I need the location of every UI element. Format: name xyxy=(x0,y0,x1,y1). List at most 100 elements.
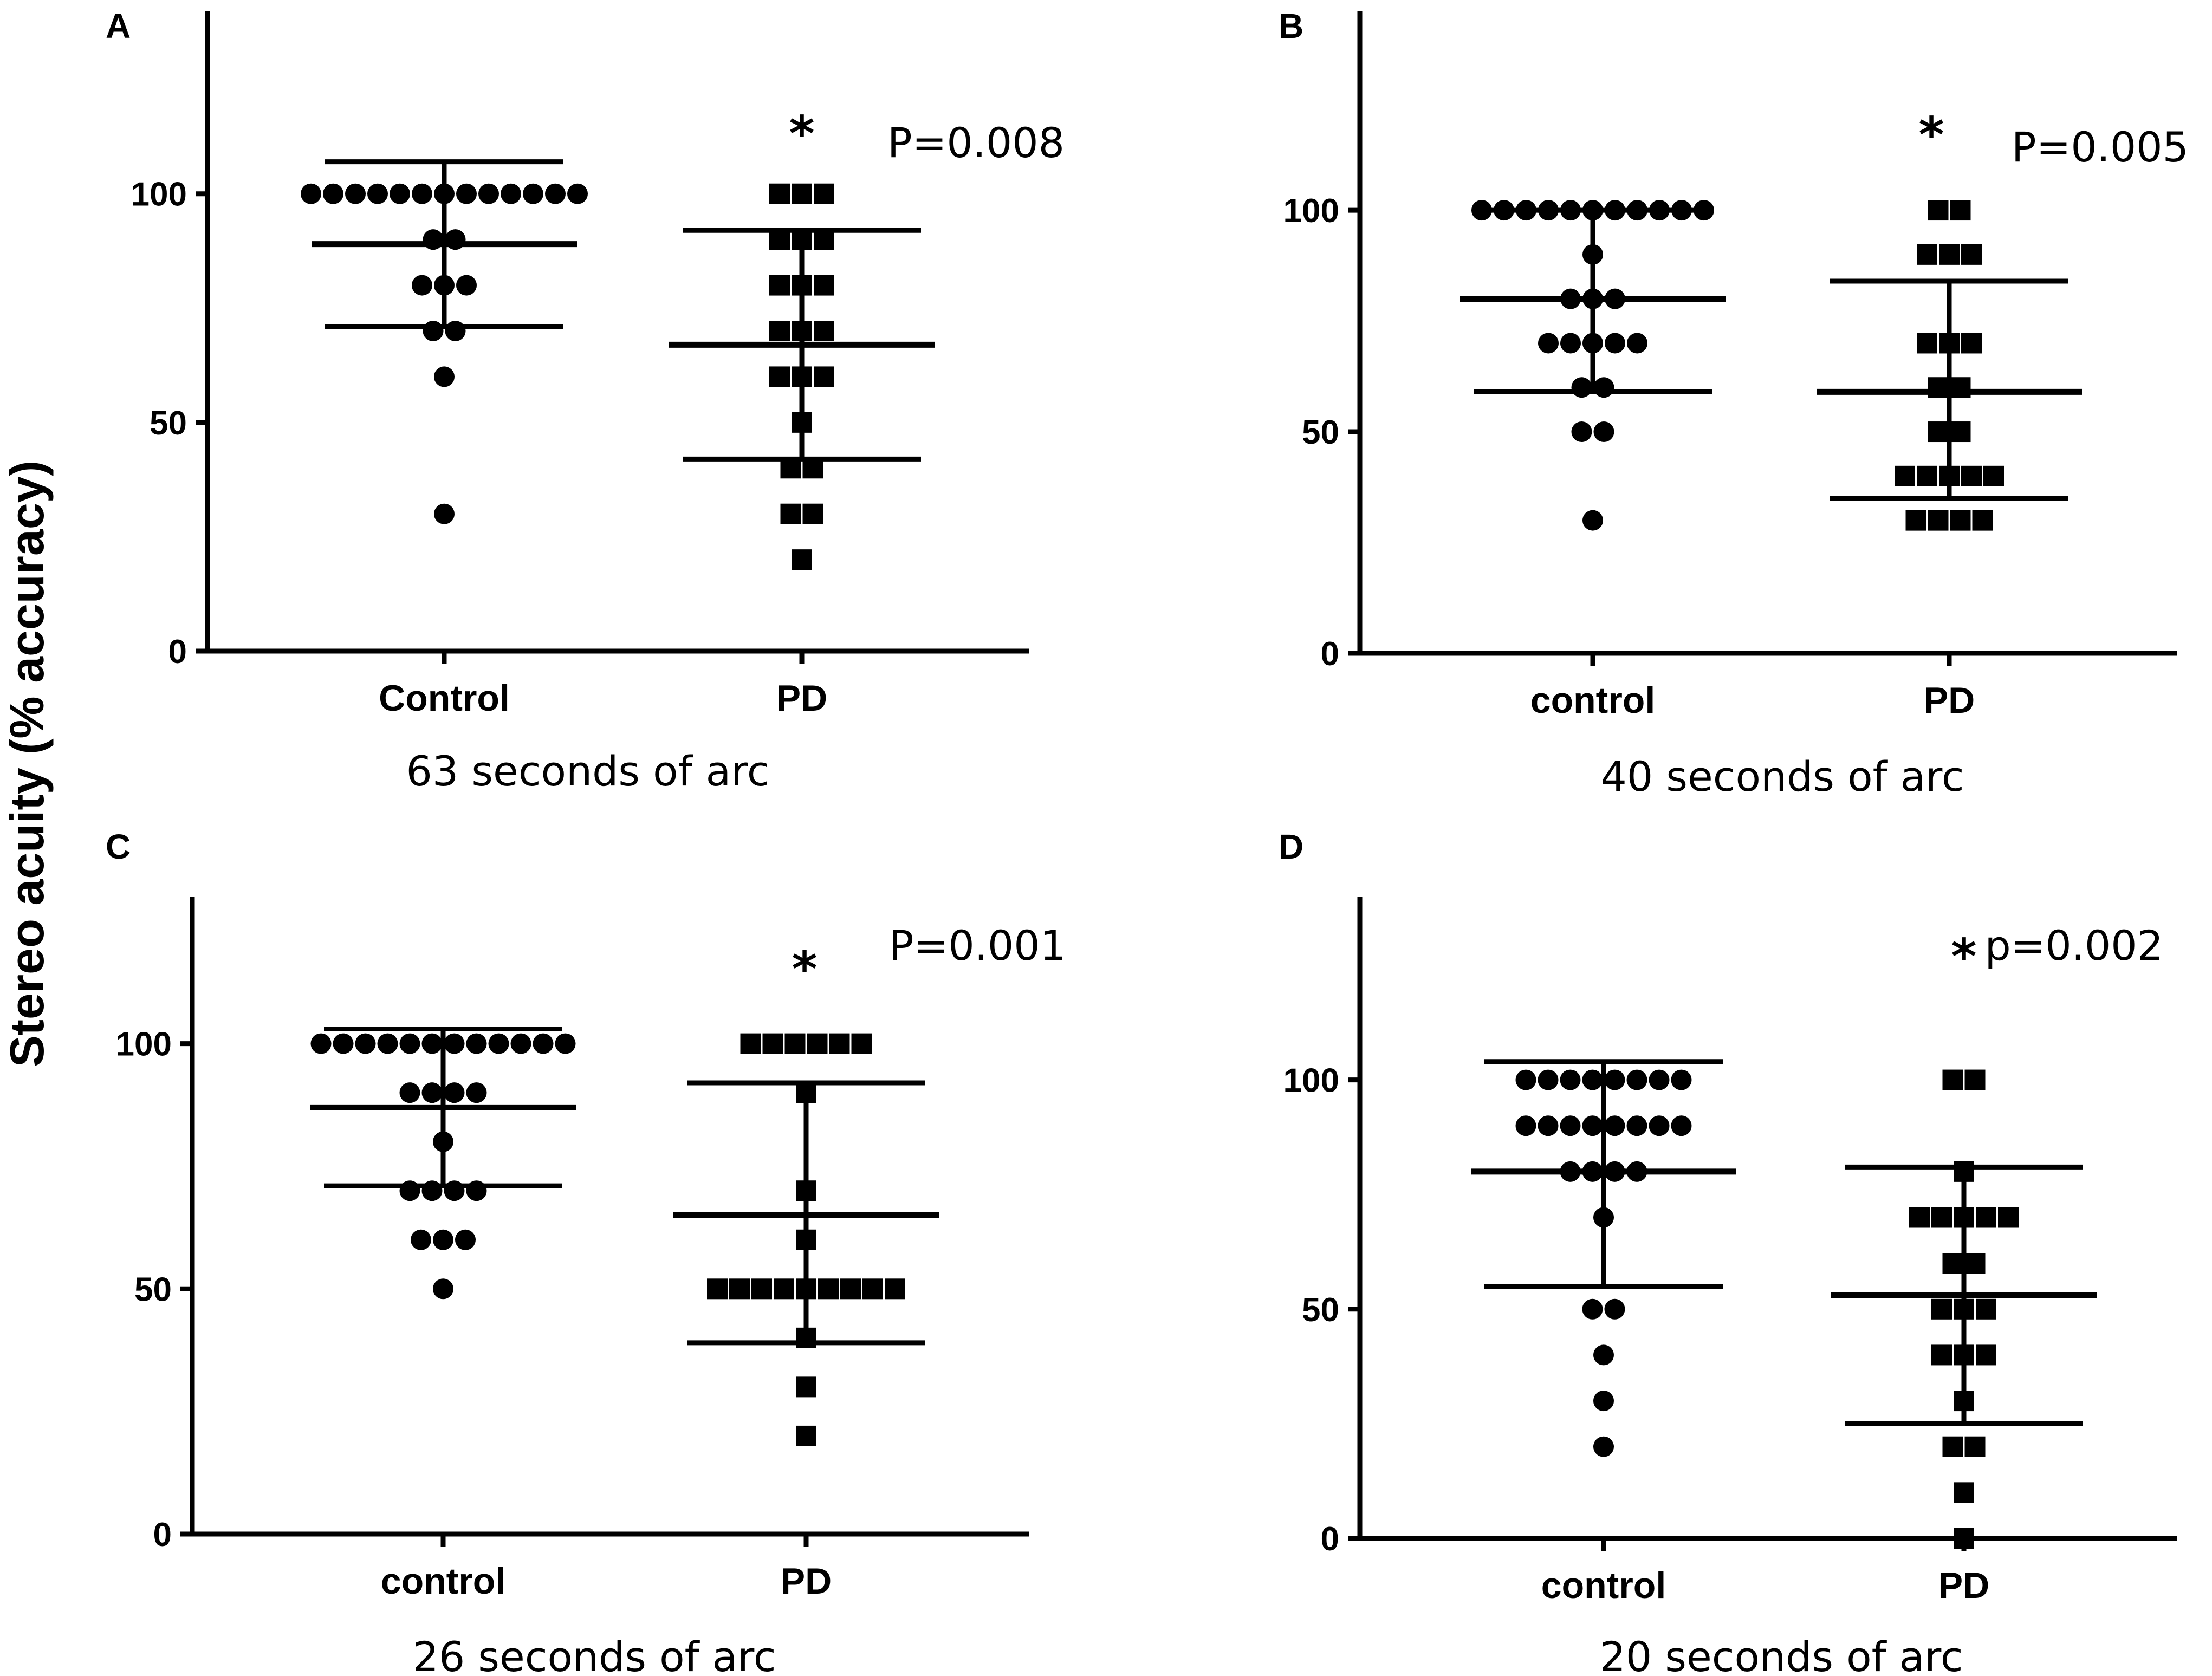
y-tick-label: 50 xyxy=(1302,1291,1339,1329)
p-value: P=0.005 xyxy=(2012,123,2189,171)
data-point-square xyxy=(1954,1482,1974,1503)
data-point-circle xyxy=(333,1033,354,1054)
data-point-square xyxy=(1950,200,1971,221)
data-point-circle xyxy=(1605,333,1625,354)
data-point-circle xyxy=(1649,1069,1670,1090)
data-point-circle xyxy=(377,1033,398,1054)
y-tick-label: 0 xyxy=(168,633,187,671)
data-point-circle xyxy=(434,503,455,524)
x-category-label: control xyxy=(1541,1565,1666,1606)
data-point-circle xyxy=(1582,1298,1603,1320)
data-point-square xyxy=(1917,465,1937,486)
data-point-circle xyxy=(488,1033,509,1054)
data-point-circle xyxy=(1626,1069,1647,1090)
data-point-square xyxy=(784,1033,806,1054)
p-value: p=0.002 xyxy=(1985,921,2164,970)
data-point-circle xyxy=(301,183,321,204)
series-pd xyxy=(1817,200,2082,531)
y-axis-label-group: Stereo acuity (% accuracy) xyxy=(0,460,54,1067)
data-point-circle xyxy=(421,1082,443,1103)
y-tick-label: 0 xyxy=(153,1516,172,1554)
series-pd xyxy=(1831,1069,2097,1549)
data-point-square xyxy=(1942,1253,1963,1274)
y-tick-label: 50 xyxy=(150,405,187,442)
series-pd xyxy=(669,183,935,570)
data-point-circle xyxy=(1515,1069,1536,1090)
data-point-circle xyxy=(501,183,521,204)
x-category-label: PD xyxy=(1938,1565,1989,1606)
data-point-circle xyxy=(1671,1115,1692,1136)
panel-letter: D xyxy=(1279,827,1303,866)
data-point-circle xyxy=(1593,1344,1614,1366)
data-point-square xyxy=(1983,465,2004,486)
data-point-circle xyxy=(310,1033,332,1054)
data-point-square xyxy=(1931,1344,1952,1366)
x-category-label: control xyxy=(1530,680,1655,721)
data-point-circle xyxy=(523,183,543,204)
data-point-square xyxy=(1928,421,1949,443)
data-point-square xyxy=(1895,465,1915,486)
data-point-square xyxy=(1961,333,1982,354)
data-point-circle xyxy=(1649,1115,1670,1136)
series-pd xyxy=(673,1033,939,1446)
data-point-square xyxy=(1976,1298,1996,1320)
y-tick-label: 0 xyxy=(1321,635,1339,673)
data-point-circle xyxy=(399,1033,420,1054)
y-axis-label: Stereo acuity (% accuracy) xyxy=(0,460,54,1067)
data-point-square xyxy=(1950,421,1971,443)
data-point-square xyxy=(829,1033,850,1054)
data-point-square xyxy=(814,321,834,341)
panel-letter: C xyxy=(106,827,131,866)
data-point-square xyxy=(769,275,790,296)
data-point-square xyxy=(1928,510,1949,531)
data-point-square xyxy=(840,1278,861,1300)
data-point-square xyxy=(1998,1207,2019,1228)
data-point-circle xyxy=(1582,510,1603,531)
y-tick-label: 100 xyxy=(131,176,187,213)
data-point-circle xyxy=(434,366,455,387)
x-category-label: control xyxy=(381,1561,505,1602)
data-point-square xyxy=(1954,1528,1974,1549)
data-point-circle xyxy=(445,321,466,341)
data-point-square xyxy=(1939,244,1960,265)
data-point-circle xyxy=(1593,1391,1614,1412)
data-point-square xyxy=(762,1033,783,1054)
data-point-square xyxy=(769,321,790,341)
data-point-circle xyxy=(1560,333,1581,354)
data-point-circle xyxy=(456,275,477,296)
data-point-circle xyxy=(533,1033,554,1054)
data-point-circle xyxy=(444,1033,465,1054)
data-point-square xyxy=(1964,1069,1986,1090)
data-point-square xyxy=(729,1278,750,1300)
data-point-square xyxy=(1942,1069,1963,1090)
data-point-circle xyxy=(1626,1115,1647,1136)
x-category-label: Control xyxy=(379,678,510,719)
data-point-square xyxy=(1909,1207,1930,1228)
data-point-square xyxy=(796,1425,816,1446)
data-point-square xyxy=(780,503,801,524)
data-point-square xyxy=(814,366,834,387)
panel-subtitle: 63 seconds of arc xyxy=(406,747,769,795)
panel-subtitle: 20 seconds of arc xyxy=(1599,1633,1963,1676)
series-control xyxy=(310,1026,576,1300)
data-point-circle xyxy=(567,183,588,204)
data-point-circle xyxy=(1582,1115,1603,1136)
data-point-square xyxy=(707,1278,728,1300)
p-value: P=0.001 xyxy=(889,921,1066,970)
y-tick-label: 100 xyxy=(116,1026,172,1063)
data-point-circle xyxy=(1538,1115,1559,1136)
data-point-circle xyxy=(555,1033,576,1054)
data-point-circle xyxy=(1515,1115,1536,1136)
data-point-square xyxy=(1964,1253,1986,1274)
data-point-circle xyxy=(1604,1069,1625,1090)
data-point-square xyxy=(814,275,834,296)
data-point-square xyxy=(1961,465,1982,486)
data-point-circle xyxy=(1604,1298,1625,1320)
data-point-square xyxy=(1917,333,1937,354)
data-point-circle xyxy=(1560,1069,1581,1090)
data-point-square xyxy=(1917,244,1937,265)
